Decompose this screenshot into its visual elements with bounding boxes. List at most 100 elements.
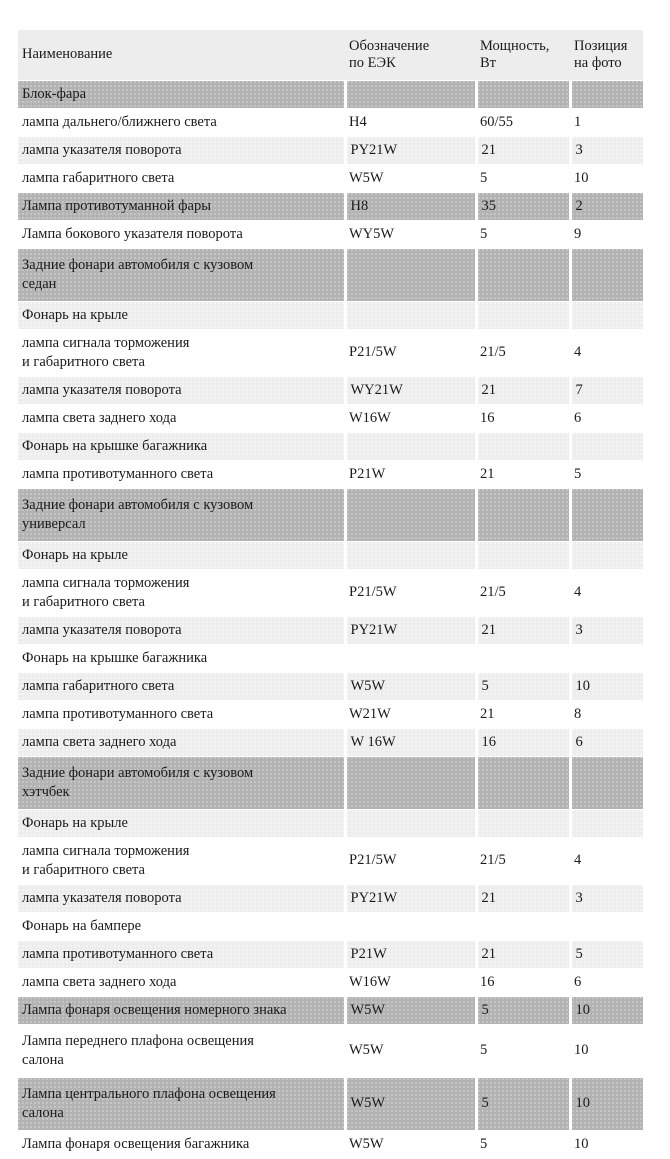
cell-name-line: Лампа фонаря освещения багажника [22, 1135, 250, 1152]
table-row: Задние фонари автомобиля с кузовом седан [18, 248, 643, 302]
cell-name: Фонарь на крышке багажника [18, 432, 345, 461]
table-row: Фонарь на крышке багажника [18, 645, 643, 673]
cell-code [343, 756, 476, 810]
table-row: лампа света заднего хода W 16W 16 6 [18, 728, 643, 757]
cell-name: лампа указателя поворота [18, 884, 345, 913]
cell-code: W5W [345, 1131, 476, 1159]
cell-name-line: лампа габаритного света [22, 677, 175, 694]
cell-name: Лампа противотуманной фары [18, 192, 345, 221]
cell-name: Фонарь на крышке багажника [18, 645, 345, 673]
bulb-specification-table: Наименование Обозначение по ЕЭК Мощность… [18, 30, 643, 1159]
cell-power: 21 [474, 616, 570, 645]
cell-position: 10 [568, 1077, 643, 1131]
cell-position: 5 [570, 461, 643, 489]
cell-position [568, 432, 643, 461]
column-header-name-line-1: Наименование [22, 46, 113, 63]
column-header-power-line-1: Мощность, [480, 37, 550, 54]
cell-position [568, 756, 643, 810]
cell-power: 16 [476, 405, 570, 433]
cell-power: 35 [474, 192, 570, 221]
cell-name-line: Фонарь на крыле [22, 306, 128, 323]
cell-power: 21 [474, 940, 570, 969]
table-row: лампа сигнала торможения и габаритного св… [18, 570, 643, 617]
cell-power [474, 488, 570, 542]
cell-name: Задние фонари автомобиля с кузовом универ… [18, 488, 345, 542]
cell-power: 5 [474, 1077, 570, 1131]
cell-name-line: и габаритного света [22, 594, 145, 610]
cell-name: лампа дальнего/ближнего света [18, 109, 345, 137]
table-row: Задние фонари автомобиля с кузовом универ… [18, 488, 643, 542]
cell-code: W5W [343, 672, 476, 701]
cell-name-line: седан [22, 276, 57, 292]
cell-position: 6 [568, 728, 643, 757]
cell-code [343, 80, 476, 109]
table-row: Фонарь на крыле [18, 541, 643, 570]
cell-name-line: Фонарь на крыле [22, 814, 128, 831]
page-canvas: Наименование Обозначение по ЕЭК Мощность… [18, 30, 643, 1152]
cell-name: лампа сигнала торможения и габаритного св… [18, 570, 345, 617]
cell-name-line: Лампа бокового указателя поворота [22, 225, 243, 242]
cell-name-line: лампа сигнала торможения [22, 335, 190, 352]
table-row: лампа габаритного света W5W 5 10 [18, 165, 643, 193]
cell-code: W21W [345, 701, 476, 729]
cell-power: 5 [476, 1131, 570, 1159]
table-row: лампа света заднего хода W16W 16 6 [18, 969, 643, 997]
cell-name-line: лампа указателя поворота [22, 381, 182, 398]
cell-position [568, 488, 643, 542]
cell-power [474, 248, 570, 302]
cell-name-line: универсал [22, 516, 86, 532]
cell-name: Блок-фара [18, 80, 345, 109]
cell-power: 21/5 [476, 570, 570, 617]
column-header-code-line-1: Обозначение [349, 37, 430, 54]
cell-position: 6 [570, 969, 643, 997]
table-row: лампа противотуманного света P21W 21 5 [18, 461, 643, 489]
cell-code: P21W [345, 461, 476, 489]
cell-position [568, 541, 643, 570]
cell-name: Задние фонари автомобиля с кузовом хэтчбе… [18, 756, 345, 810]
cell-name-line: салона [22, 1105, 64, 1121]
cell-code: W5W [345, 165, 476, 193]
cell-position [568, 80, 643, 109]
column-header-position-line-2: на фото [574, 55, 622, 71]
cell-power [474, 809, 570, 838]
cell-code: P21/5W [345, 330, 476, 377]
cell-name: Фонарь на крыле [18, 541, 345, 570]
cell-name-line: Задние фонари автомобиля с кузовом [22, 257, 254, 274]
cell-code: W5W [345, 1025, 476, 1078]
table-row: Лампа бокового указателя поворота WY5W 5 9 [18, 221, 643, 249]
cell-power: 21 [474, 376, 570, 405]
cell-power: 5 [476, 165, 570, 193]
cell-code: W5W [343, 996, 476, 1025]
cell-position [568, 301, 643, 330]
cell-code [343, 301, 476, 330]
cell-name: лампа света заднего хода [18, 969, 345, 997]
cell-name: лампа света заднего хода [18, 728, 345, 757]
cell-position: 9 [570, 221, 643, 249]
cell-name-line: и габаритного света [22, 354, 145, 370]
table-body: Блок-фара лампа дальнего/ближнего света H4… [18, 80, 643, 1159]
cell-code: WY5W [345, 221, 476, 249]
table-row: лампа указателя поворота PY21W 21 3 [18, 884, 643, 913]
column-header-position-line-1: Позиция [574, 37, 628, 54]
table-row: лампа указателя поворота WY21W 21 7 [18, 376, 643, 405]
cell-name: лампа света заднего хода [18, 405, 345, 433]
table-row: Блок-фара [18, 80, 643, 109]
cell-name: лампа сигнала торможения и габаритного св… [18, 838, 345, 885]
table-row: лампа сигнала торможения и габаритного св… [18, 330, 643, 377]
cell-name: лампа сигнала торможения и габаритного св… [18, 330, 345, 377]
cell-power [474, 756, 570, 810]
table-row: Лампа центрального плафона освещения сало… [18, 1077, 643, 1131]
cell-name-line: лампа указателя поворота [22, 141, 182, 158]
cell-position: 10 [570, 1025, 643, 1078]
cell-code: H4 [345, 109, 476, 137]
cell-power [474, 541, 570, 570]
cell-code: P21W [343, 940, 476, 969]
cell-position: 6 [570, 405, 643, 433]
cell-name-line: лампа света заднего хода [22, 733, 177, 750]
cell-name-line: Лампа противотуманной фары [22, 197, 211, 214]
cell-power: 5 [476, 1025, 570, 1078]
column-header-position: Позиция на фото [570, 30, 643, 81]
cell-position: 5 [568, 940, 643, 969]
table-row: Лампа противотуманной фары H8 35 2 [18, 192, 643, 221]
cell-code: PY21W [343, 616, 476, 645]
